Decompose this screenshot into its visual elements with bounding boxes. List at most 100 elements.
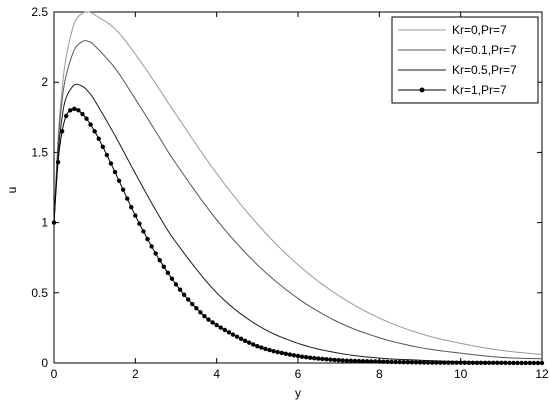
data-point <box>255 343 260 349</box>
data-point <box>190 301 195 307</box>
data-point <box>389 359 394 365</box>
data-point <box>446 360 451 365</box>
data-point <box>145 236 150 242</box>
x-tick-label: 2 <box>132 367 139 381</box>
data-point <box>527 360 532 366</box>
data-point <box>226 330 232 335</box>
data-point <box>112 169 118 175</box>
data-point <box>312 356 317 361</box>
data-point <box>72 106 77 112</box>
legend-label: Kr=1,Pr=7 <box>452 83 507 97</box>
data-point <box>316 356 321 361</box>
data-point <box>230 332 236 337</box>
data-point <box>417 360 423 365</box>
data-point <box>247 340 252 345</box>
x-tick-label: 0 <box>51 367 58 381</box>
data-point <box>507 360 512 366</box>
data-point <box>364 359 370 364</box>
data-point <box>149 244 154 249</box>
data-point <box>450 360 455 365</box>
x-tick-label: 12 <box>535 367 549 381</box>
data-point <box>210 320 215 325</box>
legend-label: Kr=0,Pr=7 <box>452 23 507 37</box>
data-point <box>523 360 528 366</box>
series-3 <box>51 106 545 366</box>
data-point <box>336 357 341 363</box>
series-line <box>53 40 543 360</box>
data-point <box>194 306 199 311</box>
series-0 <box>53 11 543 356</box>
data-point <box>340 358 345 363</box>
data-point <box>308 355 313 360</box>
legend: Kr=0,Pr=7 Kr=0.1,Pr=7 Kr=0.5,Pr=7 Kr=1,Pr=7 <box>391 16 539 104</box>
data-point <box>161 264 166 269</box>
x-tick-label: 4 <box>213 367 220 381</box>
data-point <box>76 108 81 113</box>
data-point <box>263 346 268 352</box>
data-point <box>519 360 524 366</box>
data-point <box>356 358 362 364</box>
data-point <box>100 144 106 149</box>
data-point <box>80 111 85 117</box>
data-point <box>108 161 114 166</box>
data-point <box>141 229 146 234</box>
data-point <box>275 349 280 355</box>
data-point <box>120 187 126 192</box>
data-point <box>511 360 516 366</box>
data-point <box>55 160 61 165</box>
data-point <box>430 360 435 365</box>
data-point <box>177 287 183 292</box>
data-point <box>348 358 354 364</box>
data-point <box>125 196 130 201</box>
data-point <box>454 360 459 365</box>
data-point <box>259 345 264 350</box>
data-point <box>421 360 427 365</box>
data-point <box>283 351 288 356</box>
data-point <box>153 251 158 256</box>
data-point <box>515 360 520 366</box>
data-point <box>198 310 203 315</box>
data-point <box>409 360 415 365</box>
data-point <box>303 355 309 360</box>
data-point <box>539 360 545 366</box>
data-point <box>186 297 191 302</box>
series-2 <box>53 83 543 364</box>
data-point <box>63 113 69 119</box>
data-point <box>495 360 500 366</box>
data-point <box>242 338 248 344</box>
legend-label: Kr=0.1,Pr=7 <box>452 43 517 57</box>
data-point <box>104 152 110 158</box>
data-point <box>96 136 101 141</box>
data-point <box>503 360 508 366</box>
data-point <box>51 220 57 225</box>
data-point <box>462 360 467 365</box>
series-line <box>53 11 543 356</box>
data-point <box>251 342 256 347</box>
data-point <box>352 358 358 364</box>
data-point <box>222 327 227 333</box>
y-tick-label: 1 <box>41 216 48 230</box>
data-point <box>474 360 480 365</box>
data-point <box>442 360 447 365</box>
data-point <box>59 129 65 134</box>
x-axis-label: y <box>295 386 301 400</box>
data-point <box>535 360 541 366</box>
data-point <box>116 178 122 184</box>
data-point <box>397 359 402 365</box>
data-point <box>157 258 162 263</box>
data-point <box>377 359 382 364</box>
data-point <box>181 292 187 297</box>
data-point <box>531 360 537 366</box>
data-point <box>401 359 406 365</box>
data-point <box>137 221 142 226</box>
data-point <box>470 360 476 365</box>
data-point <box>482 360 488 366</box>
data-point <box>84 116 89 121</box>
series-lines <box>51 11 545 366</box>
legend-box <box>391 16 539 104</box>
data-point <box>271 348 276 354</box>
data-point <box>385 359 390 365</box>
data-point <box>320 356 325 362</box>
data-point <box>165 270 171 276</box>
